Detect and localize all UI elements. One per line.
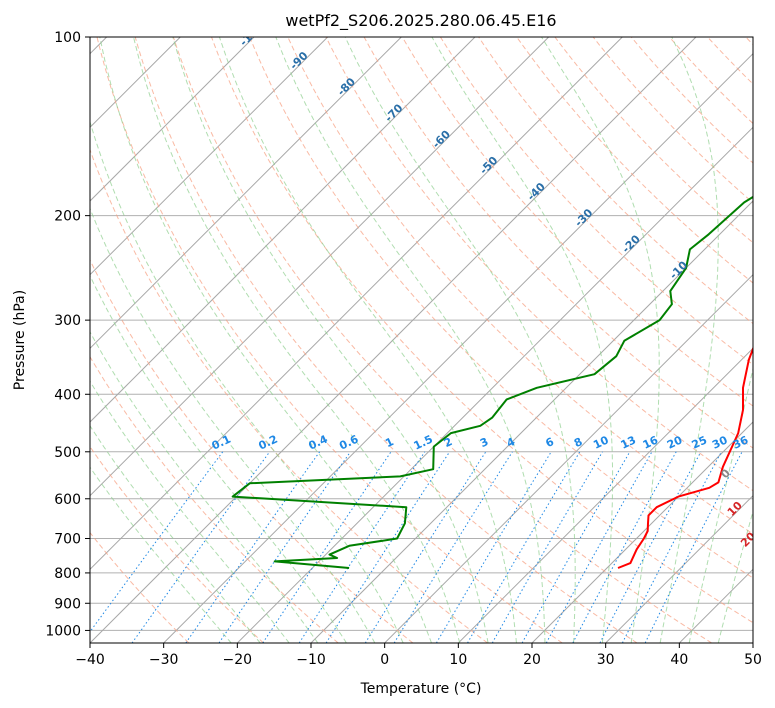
dry-adiabat-line	[172, 37, 712, 643]
x-tick-label: −30	[149, 652, 179, 668]
mixing-ratio-line	[467, 451, 581, 643]
mixing-ratio-line	[545, 451, 653, 643]
isotherm-line	[90, 37, 476, 423]
chart-title: wetPf2_S206.2025.280.06.45.E16	[285, 11, 556, 31]
moist-adiabat-line	[90, 274, 347, 643]
moist-adiabat-line	[133, 37, 461, 643]
dry-adiabat-line	[249, 37, 753, 579]
dry-adiabat-line	[90, 531, 190, 643]
mixing-ratio-label: 13	[619, 433, 638, 451]
isotherm-line	[457, 347, 753, 643]
mixing-ratio-label: 16	[641, 433, 661, 451]
mixing-ratio-line	[435, 451, 552, 643]
y-tick-label: 200	[54, 209, 81, 225]
isotherm-line	[605, 494, 753, 643]
mixing-ratio-line	[393, 451, 513, 643]
moist-adiabat-line	[344, 37, 576, 643]
isotherm-line	[163, 52, 753, 643]
mixing-ratio-line	[521, 451, 631, 643]
y-tick-label: 900	[54, 596, 81, 612]
moist-adiabat-line	[541, 37, 660, 643]
mixing-ratio-line	[325, 451, 451, 643]
y-tick-label: 100	[54, 30, 81, 46]
dry-adiabat-line	[90, 148, 488, 643]
y-tick-label: 800	[54, 566, 81, 582]
dry-adiabat-line	[287, 37, 753, 535]
moist-adiabat-line	[659, 37, 719, 643]
x-tick-label: 30	[597, 652, 615, 668]
x-tick-label: 20	[523, 652, 541, 668]
moist-adiabat-line	[90, 424, 261, 643]
isotherm-line	[90, 37, 255, 202]
dry-adiabat-line	[592, 37, 753, 204]
mixing-ratio-label: 36	[731, 433, 751, 451]
dewpoint-profile-line	[231, 195, 753, 569]
y-tick-label: 600	[54, 492, 81, 508]
x-tick-label: −40	[75, 652, 105, 668]
x-axis-label: Temperature (°C)	[360, 681, 482, 697]
moist-adiabat-line	[688, 366, 753, 643]
mixing-ratio-label: 10	[591, 433, 611, 451]
temperature-profile-line	[617, 345, 753, 569]
dry-adiabat-line	[325, 37, 753, 492]
dry-adiabat-line	[90, 355, 339, 643]
y-tick-label: 400	[54, 387, 81, 403]
y-tick-label: 500	[54, 445, 81, 461]
dry-adiabat-line	[96, 37, 563, 643]
mixing-ratio-line	[131, 451, 271, 643]
mixing-ratio-line	[491, 451, 603, 643]
isotherm-label: -100	[237, 20, 266, 49]
mixing-ratio-line	[364, 451, 487, 643]
y-tick-label: 1000	[45, 623, 81, 639]
moist-adiabat-line	[90, 120, 404, 643]
isotherm-line	[90, 37, 697, 643]
x-tick-label: 10	[449, 652, 467, 668]
isotherm-line	[90, 37, 402, 350]
y-axis-label: Pressure (hPa)	[12, 290, 28, 390]
dry-adiabat-line	[401, 37, 753, 407]
isotherm-line	[90, 37, 623, 571]
moist-adiabat-line	[172, 37, 489, 643]
moist-adiabat-line	[275, 37, 546, 643]
mixing-ratio-label: 30	[710, 433, 730, 451]
moist-adiabat-line	[717, 509, 753, 643]
mixing-ratio-label: 20	[665, 433, 685, 451]
x-tick-label: 40	[670, 652, 688, 668]
isotherm-line	[384, 273, 753, 643]
data-series	[231, 195, 753, 569]
moist-adiabat-line	[431, 37, 614, 643]
moist-adiabat-line	[99, 37, 432, 643]
x-tick-label: 0	[380, 652, 389, 668]
background-lines	[90, 37, 753, 643]
isotherm-line	[90, 37, 329, 276]
dry-adiabat-line	[478, 37, 753, 325]
mixing-ratio-line	[572, 451, 677, 643]
x-axis: −40 −30 −20 −10 0 10 20 30 40 50	[75, 643, 762, 668]
mixing-ratio-label: 25	[690, 434, 709, 452]
mixing-ratio-line	[218, 451, 351, 643]
y-tick-label: 700	[54, 532, 81, 548]
x-tick-label: 50	[744, 652, 762, 668]
dry-adiabat-line	[363, 37, 753, 449]
isotherm-line	[90, 37, 550, 497]
y-axis: 100 200 300 400 500 600 700 800 900 1000	[45, 30, 90, 639]
x-tick-label: −20	[223, 652, 253, 668]
dry-adiabat-line	[134, 37, 638, 643]
moist-adiabat-line	[90, 330, 319, 643]
isotherm-line	[531, 421, 753, 643]
dry-adiabat-line	[211, 37, 753, 624]
dry-adiabat-line	[439, 37, 753, 366]
moist-adiabat-line	[90, 466, 232, 643]
mixing-ratio-line	[185, 451, 321, 643]
plot-frame	[89, 36, 754, 644]
moist-adiabat-line	[218, 37, 517, 643]
moist-adiabat-line	[90, 207, 376, 643]
isotherm-line	[236, 126, 753, 643]
y-tick-label: 300	[54, 313, 81, 329]
dry-adiabat-line	[90, 258, 414, 643]
x-tick-label: −10	[296, 652, 326, 668]
